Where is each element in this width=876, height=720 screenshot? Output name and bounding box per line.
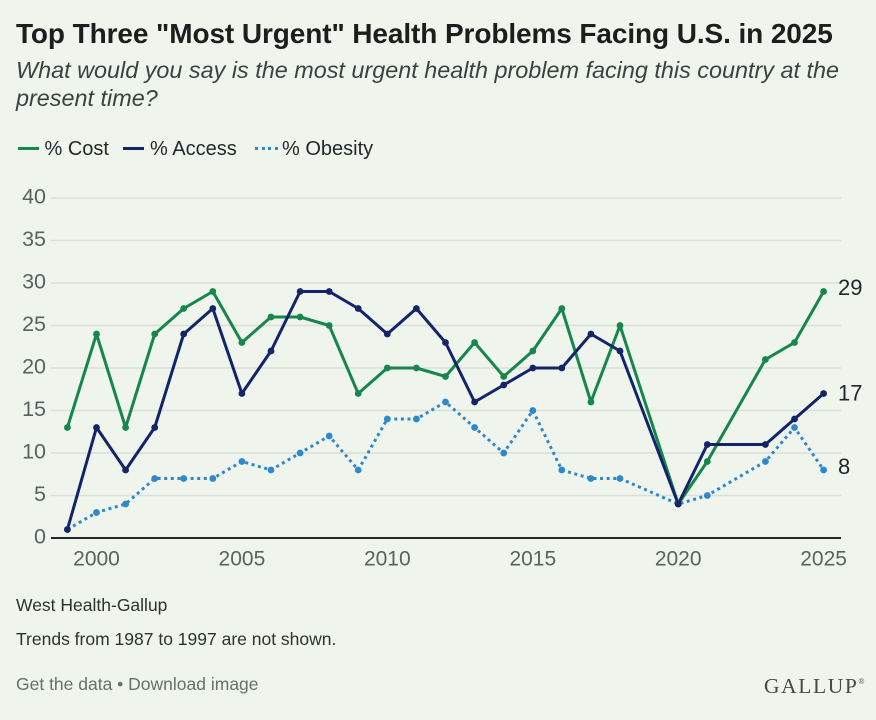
- svg-text:5: 5: [34, 482, 46, 506]
- svg-text:25: 25: [22, 312, 46, 336]
- svg-text:2020: 2020: [655, 548, 702, 571]
- svg-text:35: 35: [22, 227, 46, 251]
- svg-text:2005: 2005: [219, 548, 266, 571]
- svg-text:40: 40: [22, 184, 46, 208]
- svg-text:17: 17: [838, 381, 862, 406]
- svg-text:0: 0: [34, 524, 46, 548]
- svg-text:8: 8: [838, 454, 850, 479]
- svg-text:20: 20: [22, 354, 46, 378]
- svg-text:2010: 2010: [364, 548, 411, 571]
- svg-text:10: 10: [22, 439, 46, 463]
- svg-text:2025: 2025: [800, 548, 847, 571]
- svg-text:30: 30: [22, 269, 46, 293]
- svg-text:29: 29: [838, 275, 862, 300]
- svg-text:15: 15: [22, 397, 46, 421]
- svg-text:2015: 2015: [509, 548, 556, 571]
- svg-text:2000: 2000: [73, 548, 120, 571]
